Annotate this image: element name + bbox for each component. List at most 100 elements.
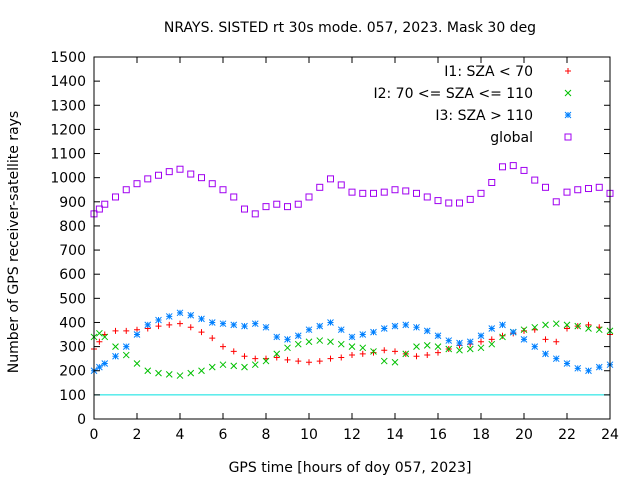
- data-point: [499, 332, 506, 339]
- data-point: [273, 200, 281, 208]
- data-point: [198, 315, 205, 323]
- data-point: [478, 338, 484, 345]
- y-axis-label: Number of GPS receiver-satellite rays: [6, 111, 22, 373]
- data-point: [96, 338, 103, 345]
- x-tick-label: 16: [429, 427, 447, 443]
- data-point: [488, 340, 496, 348]
- data-point: [413, 353, 420, 360]
- data-point: [435, 349, 441, 356]
- data-point: [220, 343, 226, 350]
- data-point: [359, 350, 366, 357]
- data-point: [219, 361, 227, 369]
- data-point: [241, 363, 248, 371]
- data-point: [219, 320, 227, 328]
- data-point: [273, 354, 280, 361]
- data-point: [552, 320, 560, 328]
- data-point: [251, 361, 259, 369]
- data-point: [284, 336, 291, 343]
- data-point: [595, 183, 603, 191]
- data-point: [96, 363, 103, 371]
- data-point: [112, 343, 119, 350]
- data-point: [402, 350, 410, 358]
- y-tick-label: 1400: [50, 74, 86, 90]
- data-point: [144, 321, 152, 329]
- y-tick-label: 100: [59, 388, 86, 404]
- data-point: [488, 178, 496, 186]
- x-tick-label: 12: [343, 427, 361, 443]
- legend-label: global: [490, 130, 533, 146]
- y-tick-label: 600: [59, 267, 86, 283]
- data-point: [144, 367, 152, 375]
- x-tick-label: 24: [601, 427, 619, 443]
- data-point: [595, 326, 603, 334]
- data-point: [477, 332, 485, 340]
- data-point: [499, 333, 506, 341]
- data-point: [542, 350, 549, 358]
- data-point: [391, 186, 399, 194]
- data-point: [585, 325, 592, 332]
- legend: I1: SZA < 70 I2: 70 <= SZA <= 110 I3: SZA …: [373, 64, 572, 146]
- data-point: [262, 323, 270, 331]
- tick-layer: 0100200300400500600700800900100011001200…: [50, 50, 619, 443]
- legend-marker: [565, 68, 571, 74]
- data-point: [488, 325, 496, 332]
- data-point: [327, 175, 334, 183]
- data-point: [198, 329, 205, 336]
- data-point: [305, 193, 313, 201]
- data-point: [542, 183, 549, 191]
- data-point: [531, 323, 539, 331]
- y-tick-label: 1200: [50, 122, 86, 138]
- y-tick-label: 1100: [50, 147, 86, 163]
- data-point: [391, 358, 399, 366]
- data-point: [402, 321, 410, 329]
- x-tick-label: 22: [558, 427, 576, 443]
- data-point: [585, 185, 592, 193]
- x-tick-label: 6: [219, 427, 228, 443]
- data-point: [165, 313, 173, 320]
- data-point: [370, 189, 377, 197]
- data-point: [306, 359, 312, 366]
- data-point: [209, 335, 216, 342]
- data-point: [144, 175, 152, 183]
- data-point: [445, 345, 453, 353]
- data-point: [542, 336, 549, 343]
- data-point: [337, 326, 345, 334]
- data-point: [219, 186, 227, 194]
- data-point: [563, 360, 571, 367]
- data-point: [337, 340, 345, 348]
- data-point: [122, 186, 130, 194]
- data-point: [241, 205, 248, 213]
- data-point: [520, 336, 528, 343]
- series-3: [90, 309, 614, 375]
- data-point: [531, 343, 539, 350]
- data-point: [198, 174, 205, 182]
- data-point: [230, 193, 238, 201]
- data-point: [101, 333, 109, 341]
- data-point: [262, 203, 270, 211]
- x-tick-label: 20: [515, 427, 533, 443]
- x-tick-label: 8: [262, 427, 271, 443]
- data-point: [112, 193, 119, 201]
- data-point: [284, 344, 291, 352]
- data-point: [294, 332, 302, 340]
- data-point: [552, 355, 560, 363]
- legend-label: I2: 70 <= SZA <= 110: [373, 86, 533, 102]
- y-tick-label: 800: [59, 219, 86, 235]
- data-point: [176, 309, 184, 317]
- data-point: [456, 199, 463, 207]
- y-tick-label: 1500: [50, 50, 86, 66]
- series-layer: [90, 162, 614, 379]
- data-point: [165, 168, 173, 176]
- data-point: [423, 193, 431, 201]
- data-point: [477, 189, 485, 197]
- data-point: [155, 323, 162, 330]
- data-point: [456, 339, 463, 347]
- data-point: [155, 171, 162, 179]
- data-point: [294, 340, 302, 348]
- data-point: [477, 344, 485, 352]
- data-point: [370, 349, 377, 356]
- data-point: [552, 198, 560, 206]
- data-point: [198, 367, 205, 375]
- data-point: [327, 355, 334, 362]
